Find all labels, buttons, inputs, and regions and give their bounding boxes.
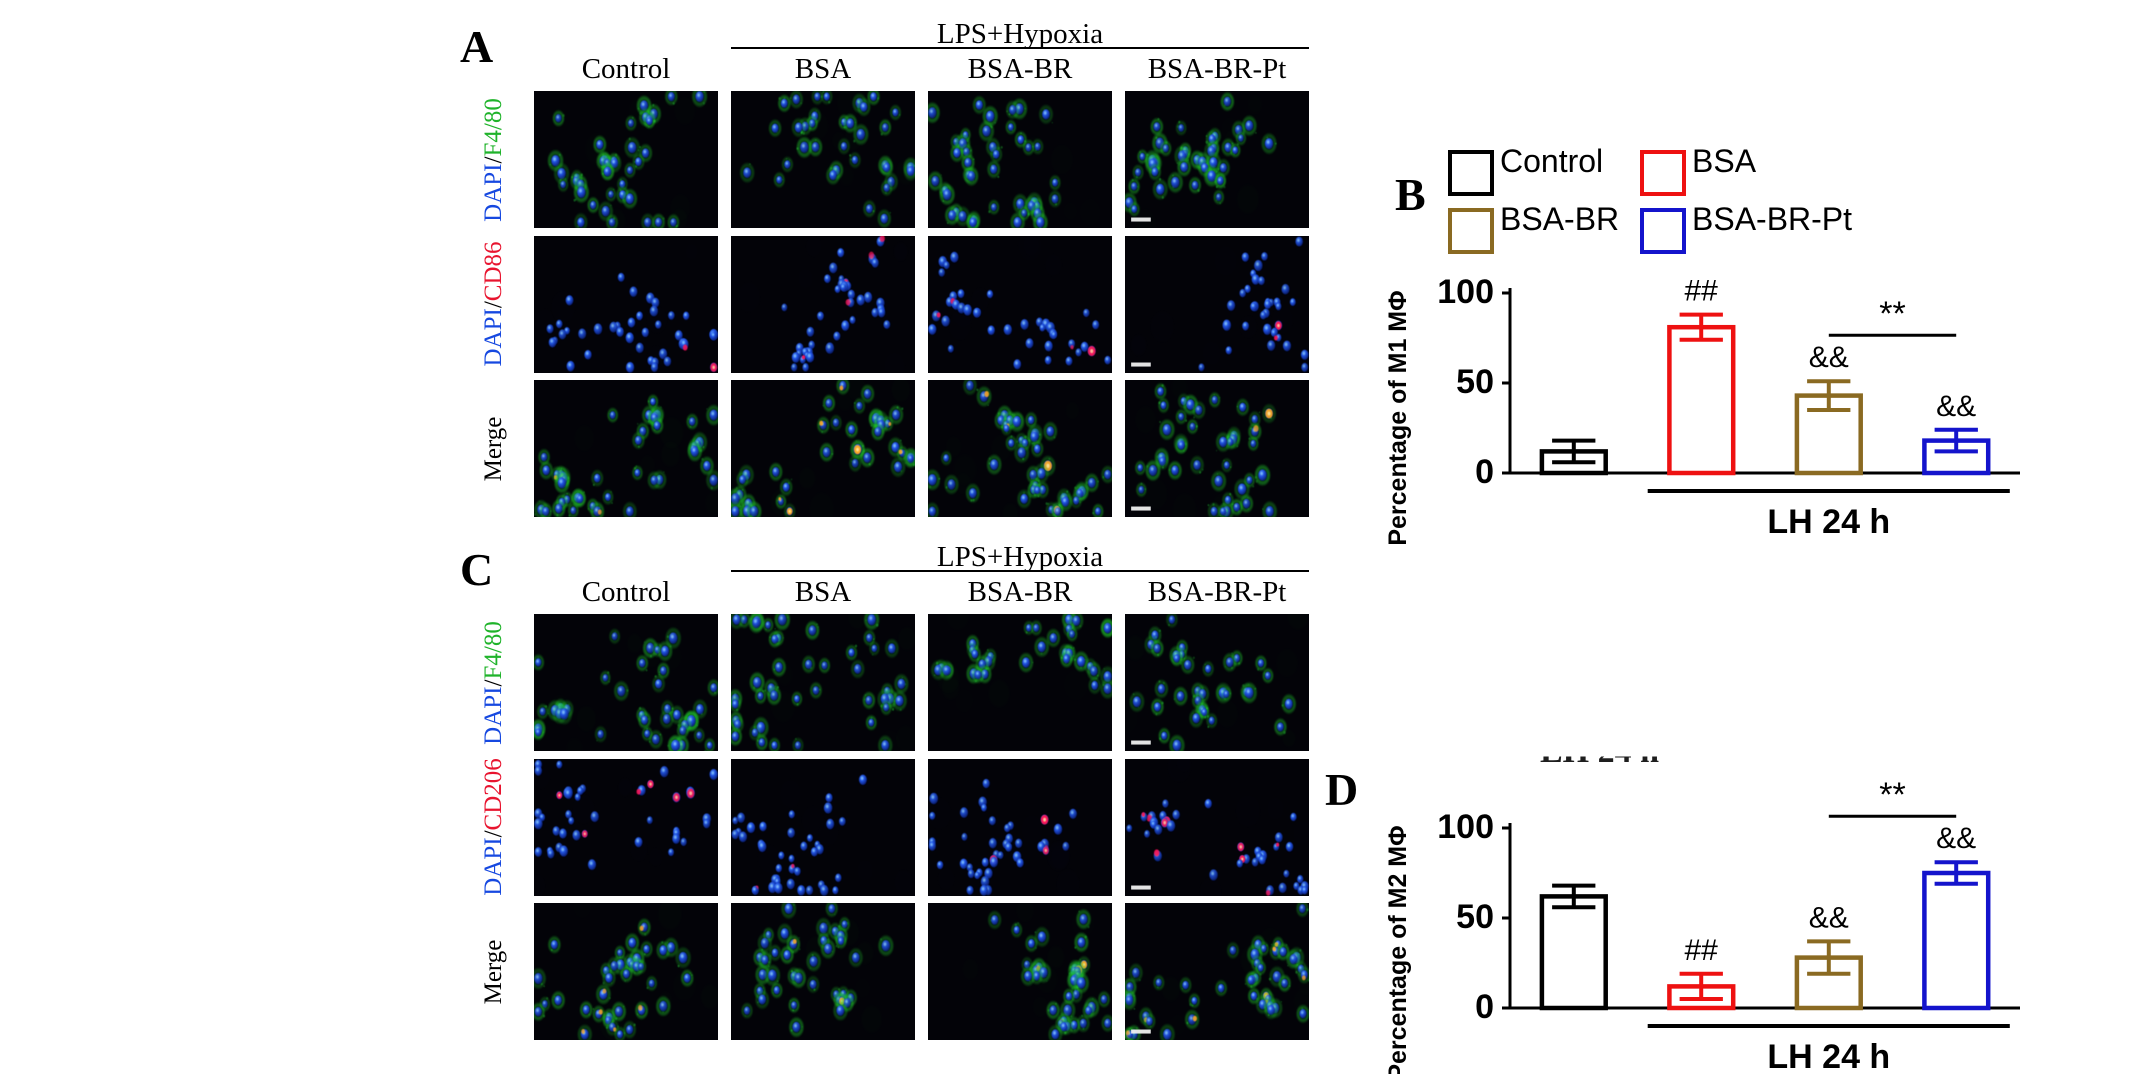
svg-text:Percentage of M2 MΦ: Percentage of M2 MΦ bbox=[1384, 825, 1412, 1074]
svg-text:LH 24 h: LH 24 h bbox=[1767, 503, 1890, 541]
svg-text:50: 50 bbox=[1456, 363, 1494, 401]
svg-text:&&: && bbox=[1809, 901, 1849, 934]
svg-text:100: 100 bbox=[1437, 808, 1494, 846]
svg-text:&&: && bbox=[1809, 341, 1849, 374]
svg-text:##: ## bbox=[1685, 275, 1719, 308]
svg-text:&&: && bbox=[1936, 390, 1976, 423]
svg-text:0: 0 bbox=[1475, 453, 1494, 491]
svg-text:Percentage of M1 MΦ: Percentage of M1 MΦ bbox=[1384, 290, 1412, 545]
svg-text:LH 24 h: LH 24 h bbox=[1767, 1038, 1890, 1074]
svg-text:100: 100 bbox=[1437, 273, 1494, 311]
svg-text:##: ## bbox=[1685, 934, 1719, 967]
svg-text:50: 50 bbox=[1456, 898, 1494, 936]
svg-text:&&: && bbox=[1936, 822, 1976, 855]
svg-text:0: 0 bbox=[1475, 988, 1494, 1026]
svg-text:**: ** bbox=[1879, 776, 1905, 814]
svg-text:**: ** bbox=[1879, 295, 1905, 333]
